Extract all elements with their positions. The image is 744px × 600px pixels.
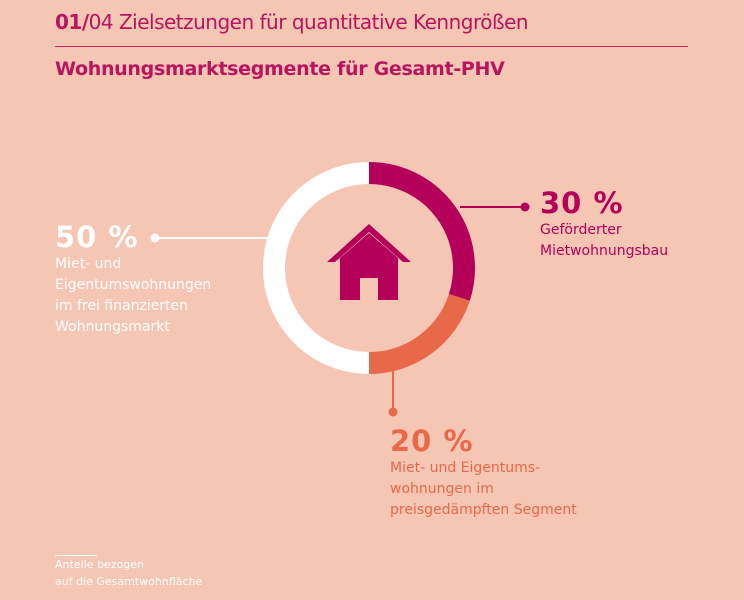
- header-divider: [55, 46, 688, 47]
- desc-line: Miet- und Eigentums-: [390, 460, 541, 476]
- desc-line: wohnungen im: [390, 481, 494, 497]
- footnote-divider: [55, 555, 97, 556]
- footnote: Anteile bezogen auf die Gesamtwohnfläche: [55, 556, 202, 590]
- desc-line: Mietwohnungsbau: [540, 243, 669, 259]
- house-icon: [327, 224, 411, 300]
- donut-segment-50: [263, 162, 370, 374]
- label-30: 30 % Geförderter Mietwohnungsbau: [540, 186, 668, 262]
- kicker-text: Zielsetzungen für quantitative Kenngröße…: [113, 10, 529, 34]
- chart-title: Wohnungsmarktsegmente für Gesamt-PHV: [55, 58, 505, 80]
- label-50: 50 % Miet- und Eigentumswohnungen im frei …: [55, 220, 211, 338]
- footnote-line: auf die Gesamtwohnfläche: [55, 575, 203, 588]
- connector-dot-50: [150, 233, 160, 243]
- desc-line: Eigentumswohnungen: [55, 277, 212, 293]
- donut-segment-20: [368, 293, 470, 374]
- section-kicker: 01/04 Zielsetzungen für quantitative Ken…: [55, 10, 529, 34]
- desc-line: Geförderter: [540, 222, 622, 238]
- page-total: 04: [88, 10, 114, 34]
- donut-segment-30: [368, 162, 475, 301]
- desc-line: preisgedämpften Segment: [390, 502, 577, 518]
- desc-line: Miet- und: [55, 256, 122, 272]
- connector-dot-30: [520, 202, 530, 212]
- pct-20: 20 %: [390, 424, 474, 458]
- label-20: 20 % Miet- und Eigentums-wohnungen im pre…: [390, 424, 577, 521]
- footnote-line: Anteile bezogen: [55, 558, 144, 571]
- page-number: 01/: [55, 10, 89, 34]
- pct-30: 30 %: [540, 186, 624, 220]
- desc-line: Wohnungsmarkt: [55, 319, 170, 335]
- pct-50: 50 %: [55, 220, 139, 254]
- connector-dot-20: [388, 407, 398, 417]
- desc-line: im frei finanzierten: [55, 298, 189, 314]
